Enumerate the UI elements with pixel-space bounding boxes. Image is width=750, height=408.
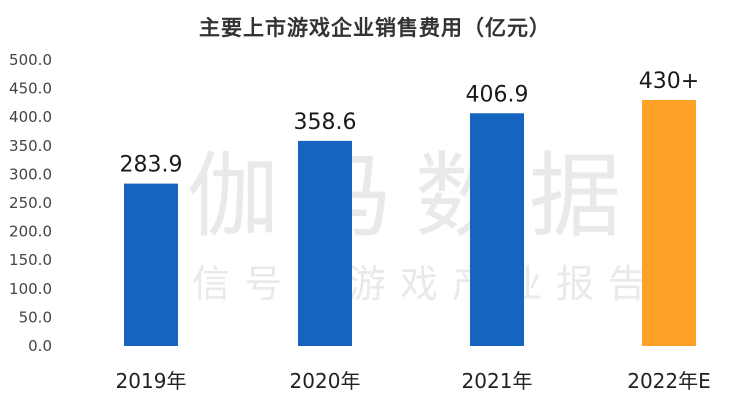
data-label-0: 283.9 [120, 153, 183, 178]
y-tick-label: 400.0 [9, 108, 52, 126]
x-axis: 2019年 2020年 2021年 2022年E [116, 369, 711, 393]
bar-0 [124, 183, 178, 346]
y-tick-label: 100.0 [9, 280, 52, 298]
y-axis: 0.0 50.0 100.0 150.0 200.0 250.0 300.0 350.0 400… [9, 51, 52, 355]
y-tick-label: 150.0 [9, 251, 52, 269]
y-tick-label: 450.0 [9, 80, 52, 98]
y-tick-label: 50.0 [19, 308, 52, 326]
bar-1 [298, 140, 352, 346]
y-tick-label: 0.0 [28, 337, 52, 355]
bar-3 [642, 100, 696, 346]
bars [124, 100, 696, 346]
data-labels: 283.9 358.6 406.9 430+ [120, 69, 700, 178]
y-tick-label: 200.0 [9, 223, 52, 241]
watermark: 伽马数据 微信号：游戏产业报告 [140, 143, 660, 306]
data-label-2: 406.9 [466, 82, 529, 107]
y-tick-label: 250.0 [9, 194, 52, 212]
y-tick-label: 300.0 [9, 165, 52, 183]
data-label-1: 358.6 [294, 110, 357, 135]
y-tick-label: 350.0 [9, 137, 52, 155]
watermark-sub-text: 微信号：游戏产业报告 [140, 262, 660, 306]
x-category-label-1: 2020年 [290, 369, 361, 393]
x-category-label-2: 2021年 [462, 369, 533, 393]
watermark-main-text: 伽马数据 [187, 143, 643, 250]
bar-2 [470, 113, 524, 346]
data-label-3: 430+ [639, 69, 699, 94]
chart-title: 主要上市游戏企业销售费用（亿元） [199, 16, 551, 40]
x-category-label-0: 2019年 [116, 369, 187, 393]
y-tick-label: 500.0 [9, 51, 52, 69]
x-category-label-3: 2022年E [627, 369, 711, 393]
